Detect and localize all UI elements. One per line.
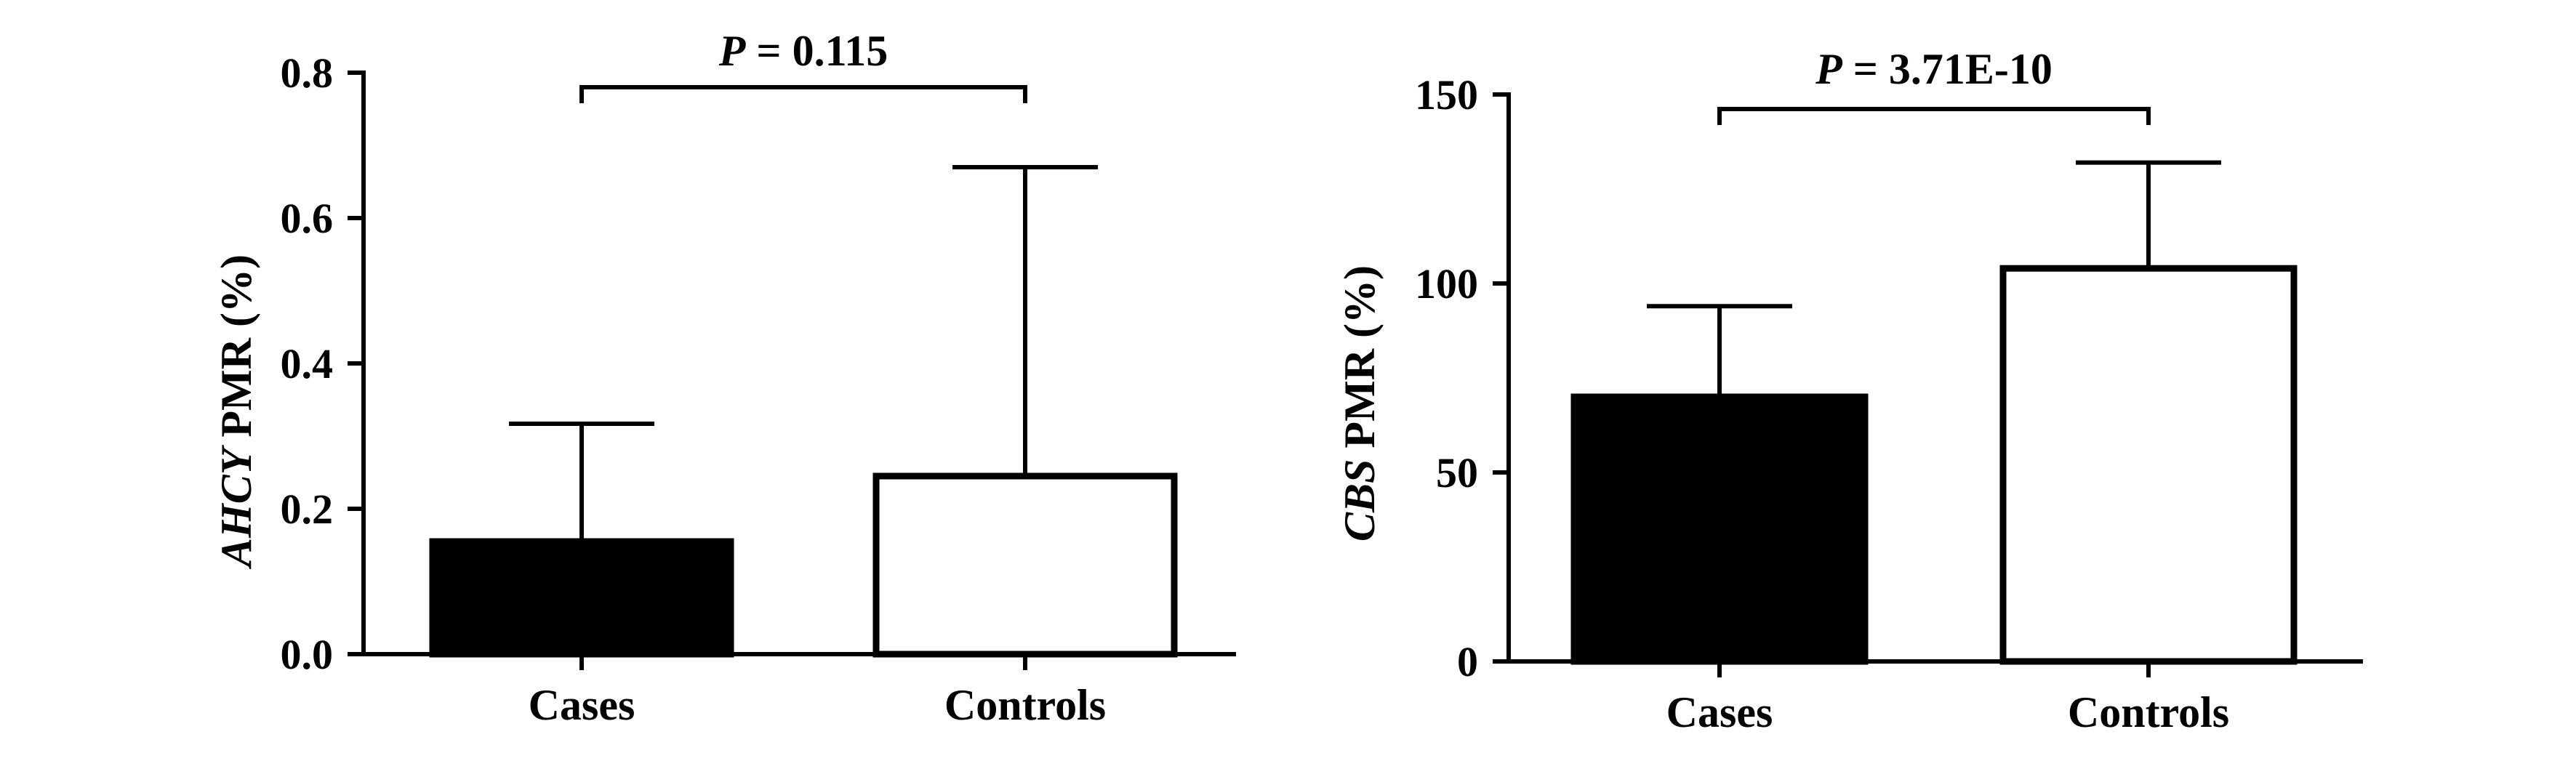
p-value: = 0.115: [756, 27, 888, 75]
y-tick-label: 0.4: [281, 340, 334, 387]
y-tick-label: 0.8: [281, 49, 334, 97]
y-axis-label-unit: PMR (%): [1336, 265, 1384, 448]
y-tick-label: 0: [1457, 638, 1478, 685]
x-tick-labels: Cases Controls: [529, 654, 1106, 729]
bars: [429, 472, 1178, 658]
y-tick-label: 0.6: [281, 195, 334, 242]
y-tick-label: 0.0: [281, 631, 334, 678]
error-bars: [509, 165, 1098, 541]
p-symbol: P: [1815, 45, 1843, 93]
y-tick-label: 100: [1415, 260, 1478, 307]
y-tick-labels: 0 50 100 150: [1415, 71, 1478, 685]
y-axis-label-gene: AHCY: [212, 444, 260, 570]
significance-bracket: [1717, 107, 2151, 125]
y-axis-label: CBS PMR (%): [1336, 265, 1384, 541]
bar-cases: [1570, 393, 1869, 665]
y-tick-label: 50: [1436, 449, 1478, 496]
y-tick-labels: 0.0 0.2 0.4 0.6 0.8: [281, 49, 334, 678]
bars: [1570, 265, 2298, 665]
y-ticks: [348, 71, 364, 656]
x-tick-labels: Cases Controls: [1666, 661, 2229, 736]
y-tick-label: 150: [1415, 71, 1478, 118]
y-axis-label: AHCY PMR (%): [212, 254, 260, 570]
y-axis-label-unit: PMR (%): [212, 254, 260, 438]
y-axis-label-gene: CBS: [1336, 459, 1384, 541]
p-value: = 3.71E-10: [1853, 45, 2053, 93]
chart-cbs: CBS PMR (%) 0 50 100 150 Cases Controls P = …: [1336, 45, 2363, 736]
p-value-label: P = 0.115: [718, 27, 888, 75]
p-value-label: P = 3.71E-10: [1815, 45, 2053, 93]
bar-cases: [429, 538, 734, 658]
x-tick-label-controls: Controls: [2068, 688, 2229, 736]
y-tick-label: 0.2: [281, 486, 334, 533]
bar-controls: [872, 472, 1178, 658]
y-ticks: [1493, 92, 1509, 664]
x-tick-label-controls: Controls: [944, 681, 1106, 729]
x-tick-label-cases: Cases: [529, 681, 635, 729]
x-tick-label-cases: Cases: [1666, 688, 1773, 736]
significance-bracket: [579, 85, 1027, 103]
chart-ahcy: AHCY PMR (%) 0.0 0.2 0.4 0.6 0.8 Cases Contro…: [212, 27, 1236, 729]
p-symbol: P: [718, 27, 747, 75]
error-bars: [1647, 160, 2221, 397]
bar-controls: [1999, 265, 2298, 665]
